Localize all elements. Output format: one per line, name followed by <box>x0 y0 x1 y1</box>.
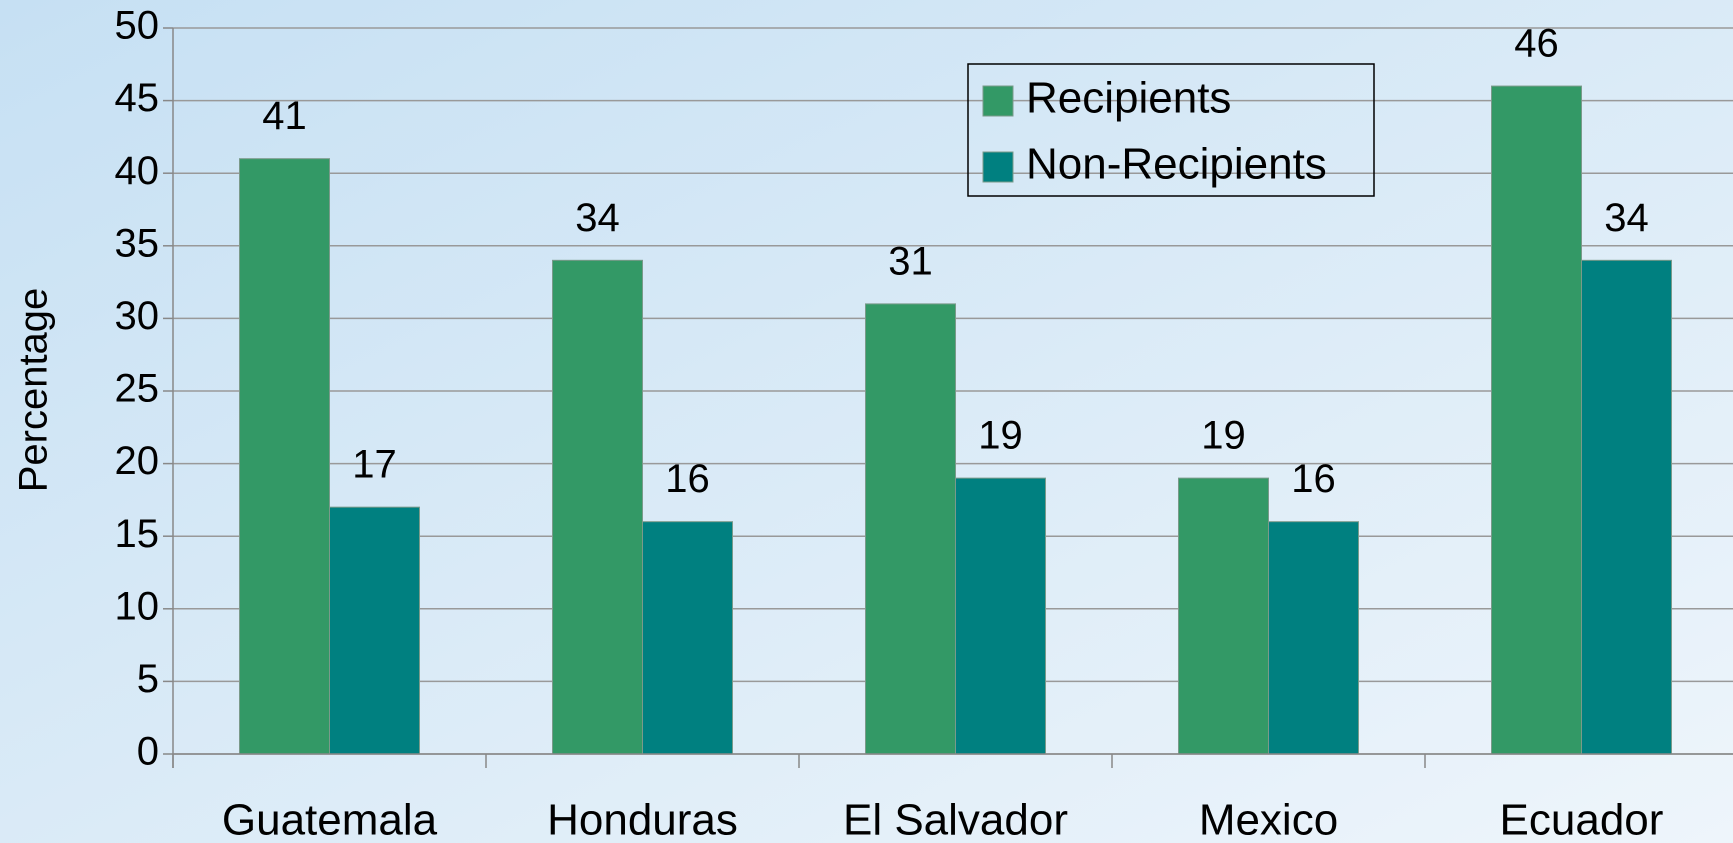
bar <box>1268 521 1359 755</box>
x-tick-label: Mexico <box>1199 796 1338 843</box>
legend-label: Recipients <box>1026 74 1231 123</box>
x-tick-label: Ecuador <box>1500 796 1664 843</box>
y-tick-label: 35 <box>115 221 160 265</box>
data-label: 19 <box>1201 414 1246 458</box>
data-label: 31 <box>888 239 933 283</box>
y-tick-label: 40 <box>115 149 160 193</box>
bar <box>239 158 330 755</box>
bar <box>955 477 1046 755</box>
bar <box>642 521 733 755</box>
bar <box>329 506 420 755</box>
data-label: 17 <box>352 443 397 487</box>
y-tick-label: 10 <box>115 584 160 628</box>
legend-swatch <box>982 151 1014 183</box>
data-label: 34 <box>575 196 620 240</box>
data-label: 41 <box>262 94 307 138</box>
y-tick-label: 15 <box>115 512 160 556</box>
y-tick-label: 50 <box>115 4 160 48</box>
bar <box>1178 477 1269 755</box>
data-label: 16 <box>1291 457 1336 501</box>
data-label: 46 <box>1514 22 1559 66</box>
legend-swatch <box>982 85 1014 117</box>
y-axis-title: Percentage <box>12 288 56 493</box>
y-tick-label: 25 <box>115 367 160 411</box>
x-tick-label: Honduras <box>547 796 738 843</box>
y-tick-label: 5 <box>137 657 159 701</box>
data-label: 16 <box>665 457 710 501</box>
x-tick-label: El Salvador <box>843 796 1068 843</box>
data-label: 19 <box>978 414 1023 458</box>
y-tick-label: 30 <box>115 294 160 338</box>
legend-label: Non-Recipients <box>1026 140 1327 189</box>
bar <box>1491 85 1582 755</box>
x-tick-label: Guatemala <box>222 796 438 843</box>
y-tick-label: 45 <box>115 76 160 120</box>
bar <box>865 303 956 755</box>
data-label: 34 <box>1604 196 1649 240</box>
y-tick-label: 0 <box>137 730 159 774</box>
legend-box <box>967 63 1375 197</box>
bar <box>1581 259 1672 755</box>
y-tick-label: 20 <box>115 439 160 483</box>
bar <box>552 259 643 755</box>
